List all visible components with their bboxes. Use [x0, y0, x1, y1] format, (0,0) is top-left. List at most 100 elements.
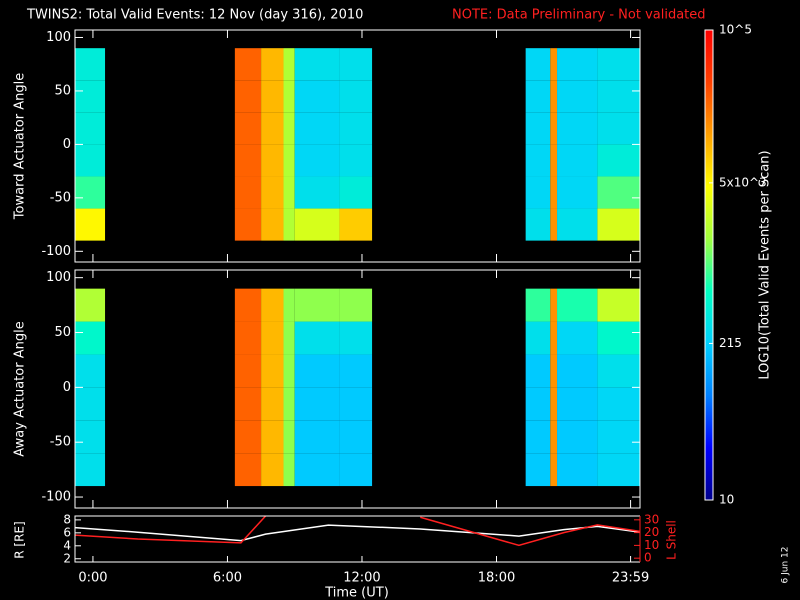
heatmap-cell [550, 112, 558, 145]
heatmap-cell [261, 144, 284, 177]
y2-tick-label: 30 [644, 512, 659, 526]
heatmap-cell [294, 176, 340, 209]
heatmap-cell [339, 420, 373, 454]
heatmap-cell [597, 176, 640, 209]
heatmap-cell [597, 112, 640, 145]
heatmap-cell [557, 176, 598, 209]
colorbar-tick-label: 5x10^3 [719, 175, 767, 189]
plot-frame [74, 29, 641, 263]
heatmap-cell [75, 420, 106, 454]
heatmap-cell [557, 420, 598, 454]
heatmap-cell [261, 420, 284, 454]
heatmap-cell [525, 112, 551, 145]
heatmap-cell [557, 48, 598, 81]
heatmap-cell [550, 453, 558, 487]
heatmap-cell [525, 80, 551, 113]
heatmap-cell [234, 420, 262, 454]
heatmap-cell [525, 354, 551, 388]
heatmap-cell [283, 112, 295, 145]
y-tick-label: 50 [54, 83, 71, 98]
heatmap-cell [294, 208, 340, 241]
heatmap-cell [550, 321, 558, 355]
heatmap-cell [557, 112, 598, 145]
heatmap-cell [525, 176, 551, 209]
heatmap-cell [550, 176, 558, 209]
heatmap-cell [261, 354, 284, 388]
heatmap-cell [557, 321, 598, 355]
heatmap-cell [75, 144, 106, 177]
heatmap-cell [550, 387, 558, 421]
y-tick-label: -50 [50, 435, 71, 450]
heatmap-cell [261, 176, 284, 209]
y-axis-label: R [RE] [13, 521, 27, 558]
y-tick-label: 4 [63, 538, 71, 552]
heatmap-cell [557, 144, 598, 177]
x-tick-label: 0:00 [78, 571, 107, 586]
heatmap-cell [261, 321, 284, 355]
y-tick-label: 6 [63, 525, 71, 539]
heatmap-cell [597, 453, 640, 487]
heatmap-cell [283, 354, 295, 388]
heatmap-cell [234, 176, 262, 209]
heatmap-cell [597, 420, 640, 454]
heatmap-cell [261, 80, 284, 113]
heatmap-cell [339, 144, 373, 177]
heatmap-cell [75, 80, 106, 113]
heatmap-cell [525, 144, 551, 177]
heatmap-cell [234, 288, 262, 322]
heatmap-cell [75, 387, 106, 421]
heatmap-cell [294, 321, 340, 355]
x-tick-label: 23:59 [612, 571, 649, 586]
heatmap-cell [557, 453, 598, 487]
y-tick-label: -100 [41, 244, 71, 259]
y2-tick-label: 0 [644, 551, 652, 565]
heatmap-cell [283, 80, 295, 113]
heatmap-cell [75, 321, 106, 355]
heatmap-cell [75, 208, 106, 241]
heatmap-cell [597, 80, 640, 113]
series-line [75, 524, 640, 542]
heatmap-cell [294, 453, 340, 487]
y-tick-label: 0 [63, 380, 71, 395]
y-tick-label: 100 [46, 30, 71, 45]
heatmap-cell [597, 387, 640, 421]
heatmap-cell [283, 321, 295, 355]
heatmap-cell [525, 420, 551, 454]
heatmap-cell [261, 453, 284, 487]
colorbar-label: LOG10(Total Valid Events per Scan) [758, 150, 773, 379]
y2-axis-label: L Shell [665, 520, 679, 560]
colorbar-tick-label: 215 [719, 336, 742, 350]
y-tick-label: 8 [63, 512, 71, 526]
heatmap-cell [283, 144, 295, 177]
heatmap-cell [234, 80, 262, 113]
heatmap-cell [261, 48, 284, 81]
heatmap-cell [234, 112, 262, 145]
heatmap-cell [339, 48, 373, 81]
heatmap-cell [234, 208, 262, 241]
heatmap-cell [525, 288, 551, 322]
heatmap-cell [525, 208, 551, 241]
heatmap-cell [261, 288, 284, 322]
y-tick-label: -100 [41, 490, 71, 505]
note: NOTE: Data Preliminary - Not validated [452, 8, 706, 23]
heatmap-cell [597, 208, 640, 241]
y-tick-label: 100 [46, 270, 71, 285]
heatmap-cell [75, 354, 106, 388]
heatmap-cell [234, 387, 262, 421]
heatmap-cell [339, 112, 373, 145]
heatmap-cell [294, 112, 340, 145]
heatmap-cell [339, 176, 373, 209]
heatmap-cell [550, 288, 558, 322]
heatmap-cell [557, 354, 598, 388]
x-axis-label: Time (UT) [324, 586, 389, 600]
x-tick-label: 18:00 [478, 571, 515, 586]
heatmap-cell [339, 321, 373, 355]
heatmap-cell [597, 144, 640, 177]
heatmap-cell [234, 354, 262, 388]
y-tick-label: -50 [50, 190, 71, 205]
heatmap-cell [557, 80, 598, 113]
heatmap-cell [294, 48, 340, 81]
heatmap-cell [550, 48, 558, 81]
heatmap-cell [75, 453, 106, 487]
